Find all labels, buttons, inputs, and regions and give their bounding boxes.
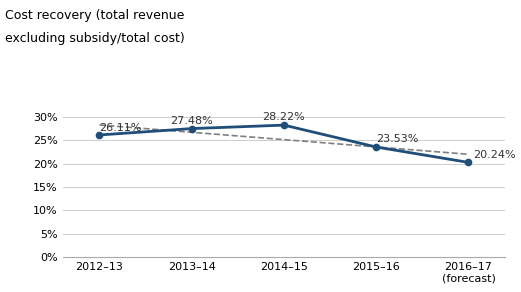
- Text: 26.11%: 26.11%: [100, 123, 142, 133]
- Text: 28.22%: 28.22%: [263, 112, 305, 122]
- Text: Cost recovery (total revenue: Cost recovery (total revenue: [5, 9, 184, 22]
- Text: excluding subsidy/total cost): excluding subsidy/total cost): [5, 32, 185, 45]
- Text: 20.24%: 20.24%: [473, 150, 516, 160]
- Text: 23.53%: 23.53%: [376, 134, 418, 144]
- Text: 27.48%: 27.48%: [170, 116, 213, 126]
